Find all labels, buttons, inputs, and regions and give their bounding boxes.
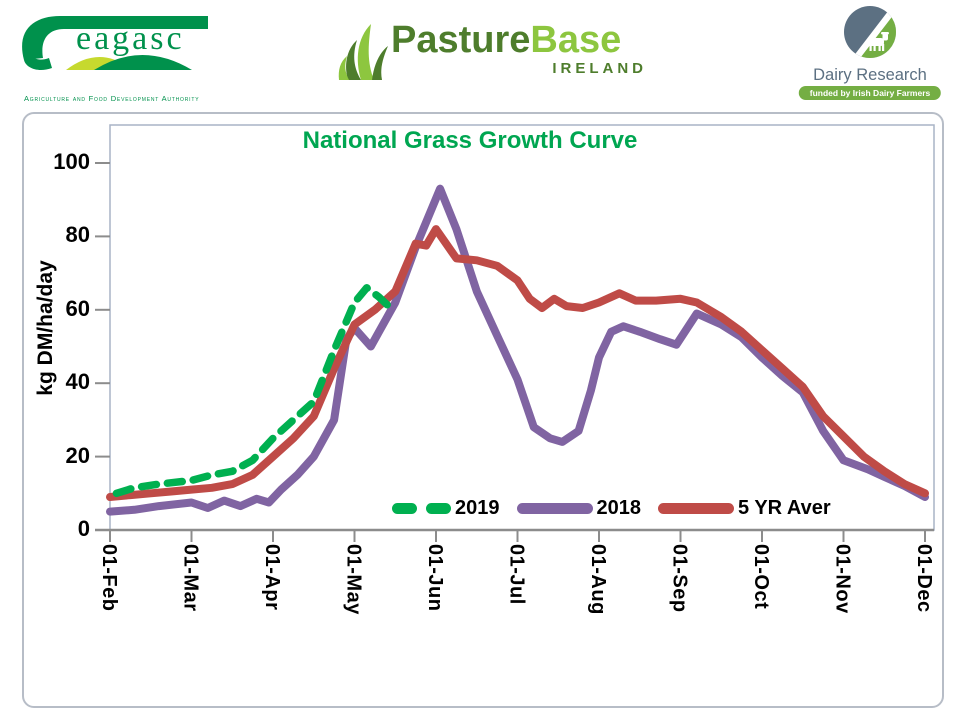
pasturebase-word3: IRELAND [552,60,647,77]
y-tick-label: 60 [65,295,90,321]
y-tick-label: 20 [65,442,90,468]
teagasc-logo: eagasc Agriculture and Food Development … [8,6,238,110]
legend-label: 2018 [596,497,642,519]
x-tick-label: 01-Nov [831,544,854,614]
legend-item-5-yr-aver: 5 YR Aver [658,497,831,520]
legend-label: 2019 [455,497,500,519]
teagasc-swoosh-icon [22,16,208,71]
dairy-research-logo: Dairy Research Ireland funded by Irish D… [786,4,954,106]
legend-label: 5 YR Aver [738,497,831,519]
x-tick-label: 01-Feb [98,544,120,612]
dairy-research-tagline: funded by Irish Dairy Farmers [798,86,942,100]
chart-frame [22,112,944,708]
legend-item-2018: 2018 [516,497,642,520]
teagasc-tagline: Agriculture and Food Development Authori… [24,94,200,103]
pasturebase-word1: Pasture [391,19,531,61]
y-tick-label: 40 [65,369,90,395]
dairy-circle-cow-icon [844,6,896,58]
x-tick-label: 01-Dec [913,544,935,613]
legend-swatch [392,503,451,514]
chart-legend: 2019 2018 5 YR Aver [392,497,848,520]
legend-swatch [658,503,734,514]
legend-item-2019: 2019 [392,497,500,520]
legend-swatch [516,503,593,514]
y-tick-label: 0 [77,516,90,541]
chart-title: National Grass Growth Curve [302,127,638,154]
x-tick-label: 01-Aug [587,544,609,615]
y-tick-label: 80 [65,222,90,248]
x-tick-label: 01-Oct [750,544,772,610]
grass-icon [338,24,388,80]
y-tick-label: 100 [53,149,90,174]
pasturebase-word2: Base [530,19,622,61]
cow-silhouette [868,32,889,51]
x-tick-label: 01-Jun [424,544,446,612]
x-tick-label: 01-May [342,544,365,615]
x-tick-label: 01-Sep [668,544,691,613]
teagasc-wordmark: eagasc [76,20,185,57]
x-tick-label: 01-Apr [261,544,283,611]
x-tick-label: 01-Mar [179,544,202,612]
x-tick-label: 01-Jul [505,544,528,605]
pasturebase-logo: PastureBase IRELAND [335,18,665,104]
pasturebase-wordmark: PastureBase IRELAND [391,20,649,77]
